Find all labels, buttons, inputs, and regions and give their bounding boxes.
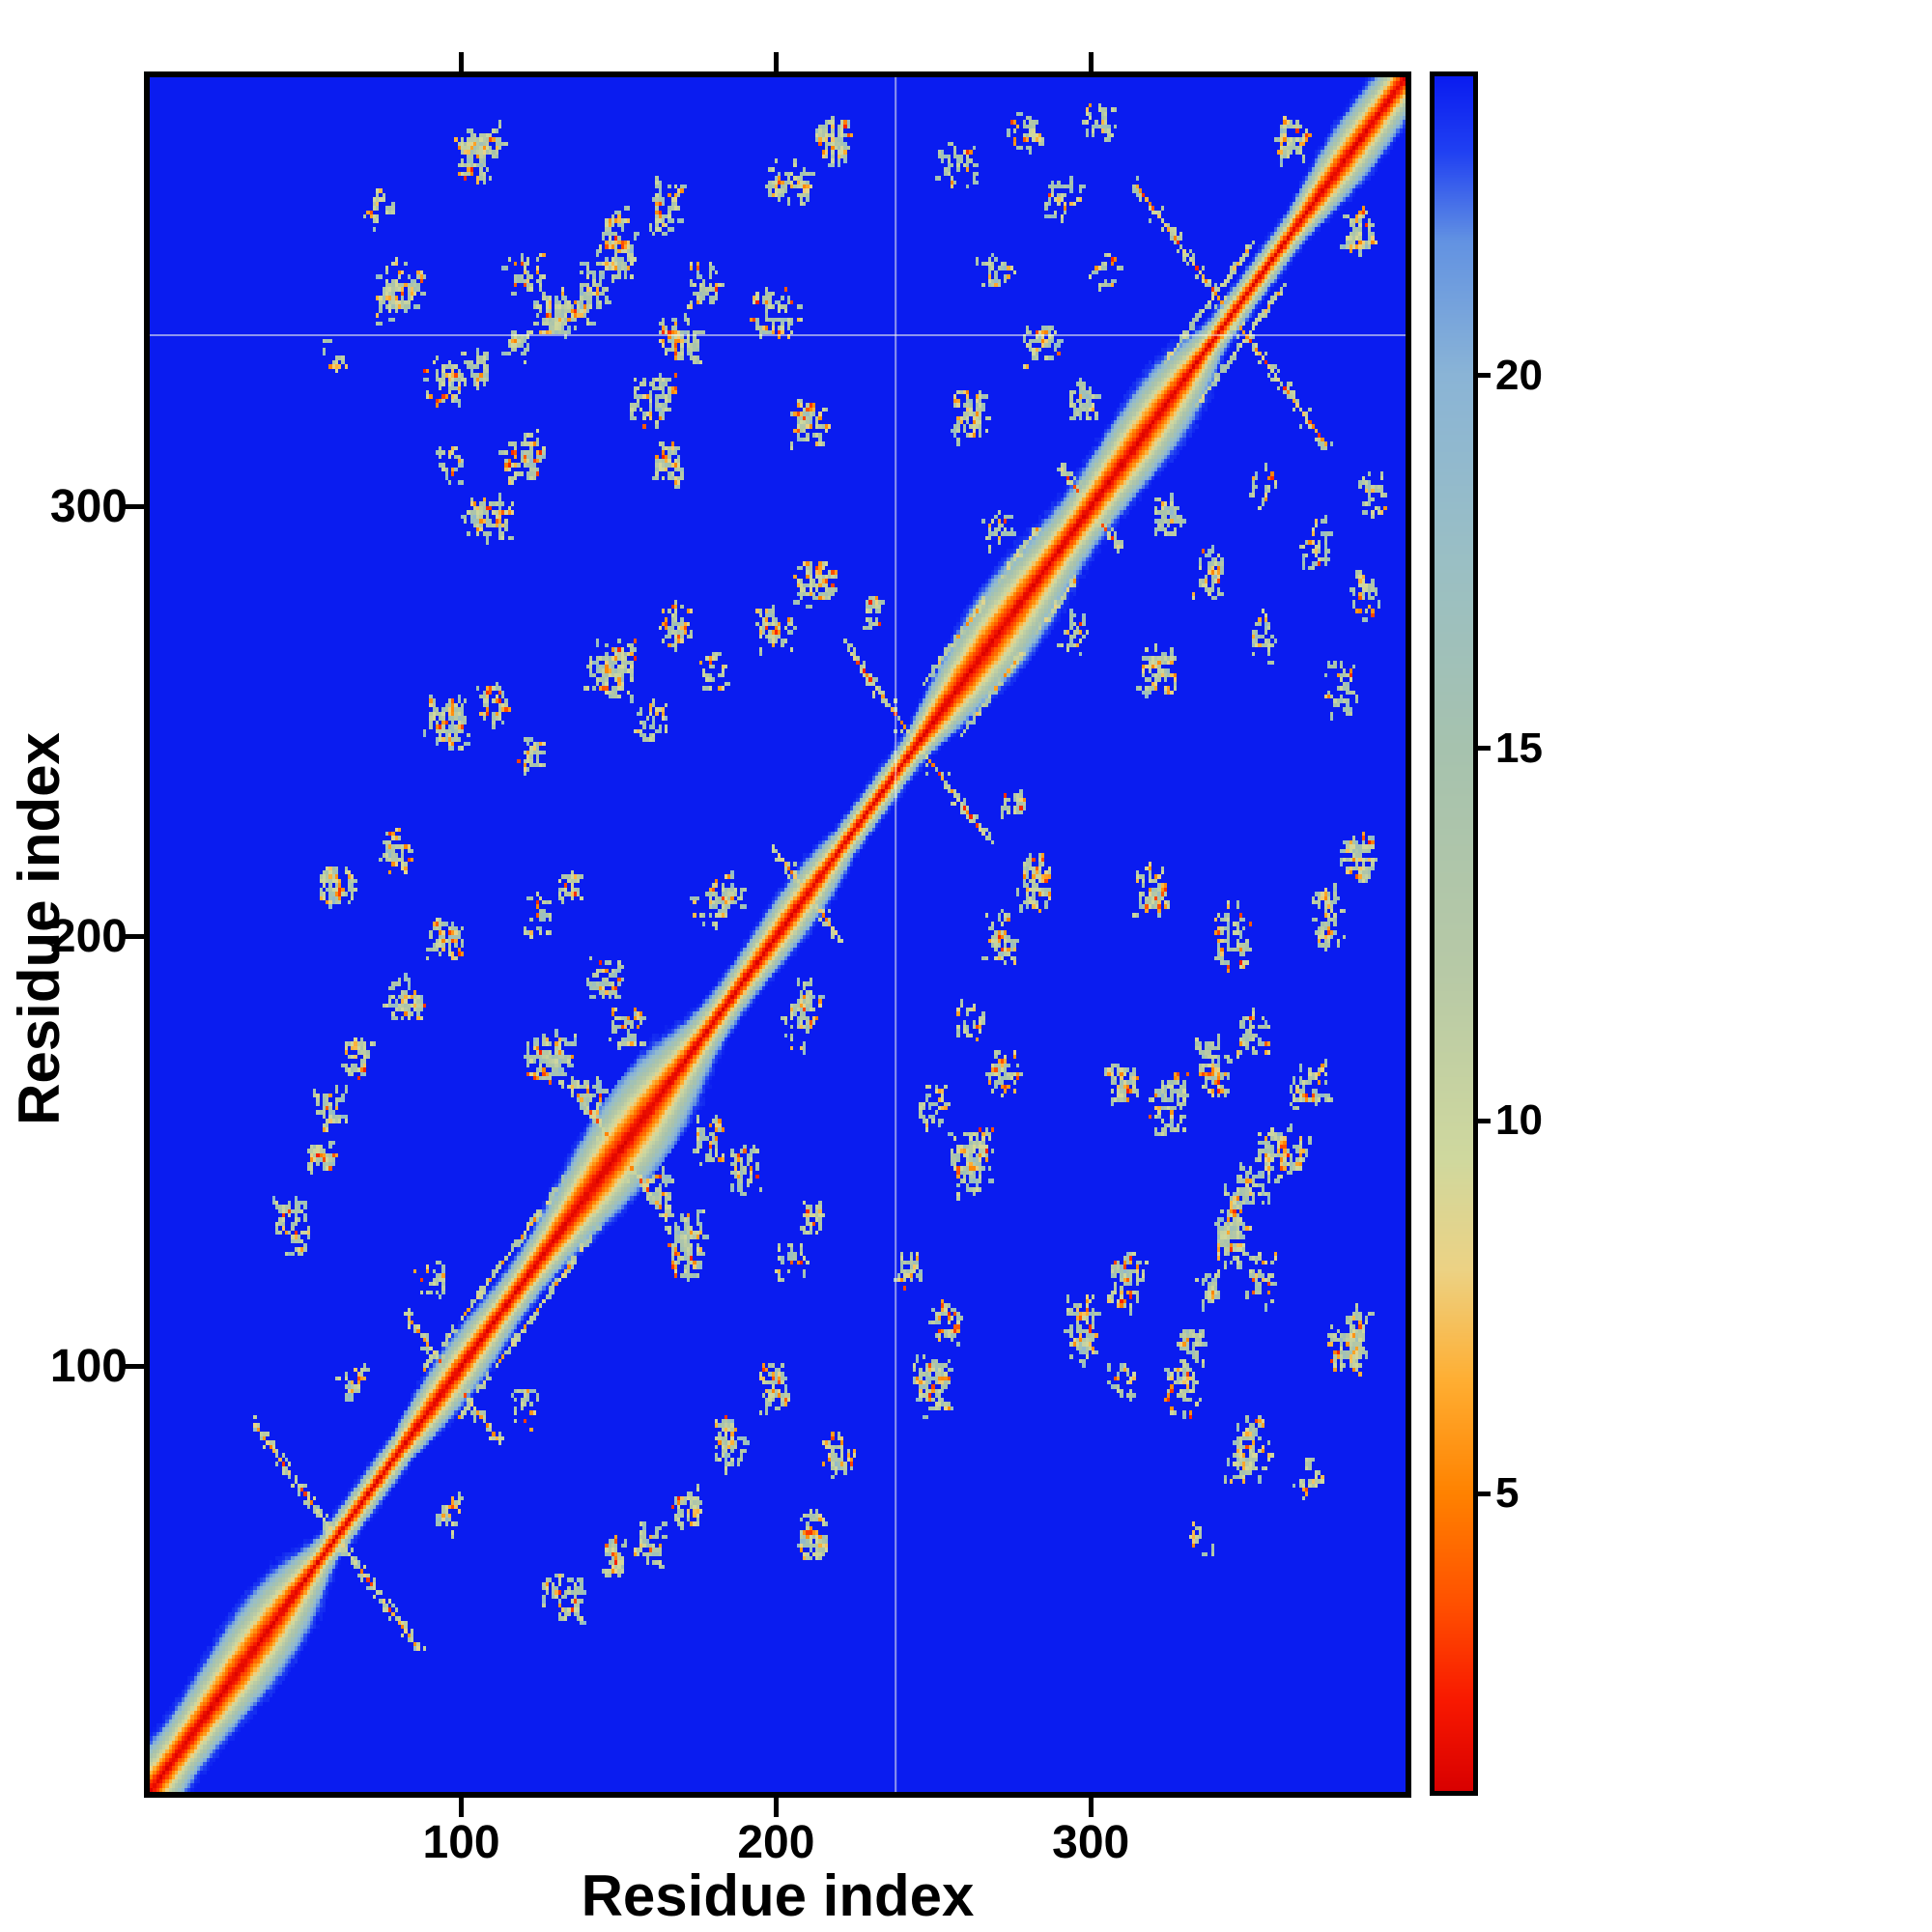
y-tick-label: 300 <box>49 480 128 532</box>
x-axis-tick-bottom <box>773 1798 779 1817</box>
x-tick-label: 300 <box>1052 1817 1130 1868</box>
x-tick-label: 100 <box>422 1817 500 1868</box>
y-tick-label: 200 <box>49 910 128 962</box>
colorbar-tick <box>1478 373 1491 379</box>
x-axis-title: Residue index <box>581 1863 975 1928</box>
colorbar-tick <box>1478 746 1491 752</box>
y-tick-label: 100 <box>49 1340 128 1392</box>
colorbar-tick <box>1478 1491 1491 1496</box>
y-axis-tick <box>125 934 144 940</box>
colorbar-tick-label: 5 <box>1495 1469 1520 1518</box>
plot-area <box>144 71 1411 1798</box>
x-axis-tick-top <box>459 52 465 71</box>
colorbar-tick-label: 15 <box>1495 724 1543 772</box>
x-axis-tick-top <box>773 52 779 71</box>
colorbar <box>1430 71 1478 1796</box>
x-axis-tick-bottom <box>459 1798 465 1817</box>
x-tick-label: 200 <box>737 1817 815 1868</box>
colorbar-tick-label: 10 <box>1495 1096 1543 1145</box>
colorbar-tick-label: 20 <box>1495 351 1543 399</box>
colorbar-tick <box>1478 1118 1491 1123</box>
y-axis-tick <box>125 1364 144 1370</box>
x-axis-tick-top <box>1088 52 1094 71</box>
contact-map-heatmap <box>150 77 1406 1792</box>
x-axis-tick-bottom <box>1088 1798 1094 1817</box>
y-axis-tick <box>125 504 144 510</box>
colorbar-gradient <box>1435 76 1473 1791</box>
